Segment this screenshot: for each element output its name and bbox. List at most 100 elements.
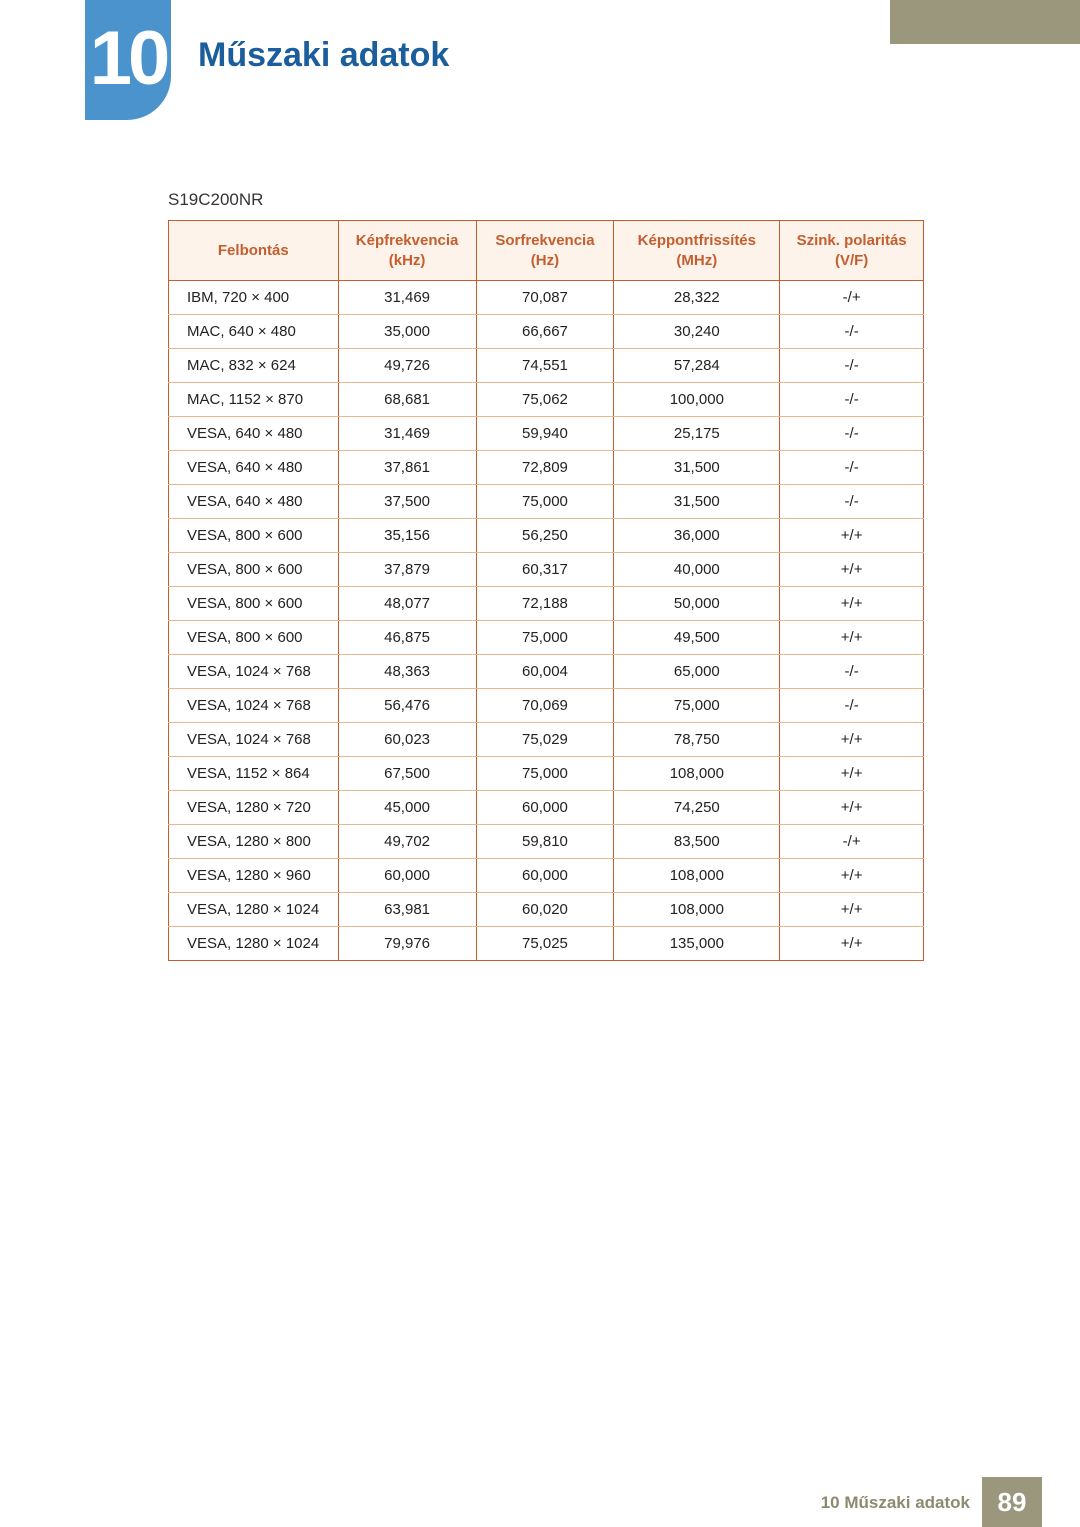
table-row: VESA, 1024 × 76860,02375,02978,750+/+ [169,722,924,756]
table-header-cell: Felbontás [169,221,339,281]
table-cell: 75,000 [476,484,614,518]
table-cell: 37,861 [338,450,476,484]
table-cell: 60,317 [476,552,614,586]
table-cell: 46,875 [338,620,476,654]
table-cell: VESA, 1024 × 768 [169,688,339,722]
spec-table: FelbontásKépfrekvencia(kHz)Sorfrekvencia… [168,220,924,961]
table-cell: 45,000 [338,790,476,824]
table-cell: 70,087 [476,280,614,314]
table-cell: 37,500 [338,484,476,518]
footer-text: 10 Műszaki adatok [821,1493,970,1513]
table-cell: +/+ [780,892,924,926]
table-row: VESA, 800 × 60035,15656,25036,000+/+ [169,518,924,552]
header-line1: Képfrekvencia [356,232,459,249]
table-cell: VESA, 640 × 480 [169,450,339,484]
table-cell: -/- [780,314,924,348]
table-cell: VESA, 800 × 600 [169,518,339,552]
table-row: VESA, 640 × 48037,86172,80931,500-/- [169,450,924,484]
table-row: IBM, 720 × 40031,46970,08728,322-/+ [169,280,924,314]
table-cell: 108,000 [614,756,780,790]
table-cell: 56,250 [476,518,614,552]
table-cell: -/+ [780,824,924,858]
table-cell: 35,000 [338,314,476,348]
header-line2: (MHz) [676,252,717,269]
chapter-title: Műszaki adatok [198,36,449,75]
table-header-cell: Képpontfrissítés (MHz) [614,221,780,281]
table-cell: 36,000 [614,518,780,552]
table-cell: 108,000 [614,892,780,926]
table-cell: 75,025 [476,926,614,960]
table-cell: 49,726 [338,348,476,382]
table-cell: MAC, 832 × 624 [169,348,339,382]
table-header-cell: Szink. polaritás(V/F) [780,221,924,281]
table-cell: +/+ [780,518,924,552]
table-cell: VESA, 1280 × 960 [169,858,339,892]
table-cell: 68,681 [338,382,476,416]
table-cell: VESA, 1024 × 768 [169,654,339,688]
table-header-cell: Képfrekvencia(kHz) [338,221,476,281]
table-cell: 60,000 [338,858,476,892]
table-cell: -/- [780,382,924,416]
header-line1: Sorfrekvencia [495,232,594,249]
table-cell: 60,000 [476,858,614,892]
table-row: VESA, 800 × 60048,07772,18850,000+/+ [169,586,924,620]
table-cell: -/- [780,416,924,450]
table-cell: 75,029 [476,722,614,756]
table-cell: +/+ [780,926,924,960]
table-cell: 79,976 [338,926,476,960]
model-code: S19C200NR [168,190,263,210]
table-cell: 35,156 [338,518,476,552]
table-row: VESA, 1024 × 76856,47670,06975,000-/- [169,688,924,722]
table-cell: -/- [780,348,924,382]
table-cell: 60,023 [338,722,476,756]
table-cell: 60,000 [476,790,614,824]
table-row: VESA, 1280 × 102479,97675,025135,000+/+ [169,926,924,960]
table-cell: +/+ [780,552,924,586]
table-cell: 75,000 [614,688,780,722]
table-cell: 25,175 [614,416,780,450]
table-cell: +/+ [780,620,924,654]
table-cell: VESA, 1280 × 720 [169,790,339,824]
table-cell: 135,000 [614,926,780,960]
table-cell: 48,077 [338,586,476,620]
table-cell: 65,000 [614,654,780,688]
table-cell: 28,322 [614,280,780,314]
table-row: VESA, 1152 × 86467,50075,000108,000+/+ [169,756,924,790]
table-cell: 75,000 [476,620,614,654]
table-row: VESA, 1024 × 76848,36360,00465,000-/- [169,654,924,688]
table-cell: 30,240 [614,314,780,348]
table-cell: 72,188 [476,586,614,620]
table-cell: VESA, 640 × 480 [169,484,339,518]
header-line1: Képpontfrissítés [638,232,756,249]
table-cell: 72,809 [476,450,614,484]
header-line2: (Hz) [531,252,559,269]
table-cell: VESA, 800 × 600 [169,620,339,654]
table-cell: 31,469 [338,416,476,450]
table-cell: 31,469 [338,280,476,314]
table-cell: 56,476 [338,688,476,722]
page-number: 89 [982,1477,1042,1527]
table-cell: 66,667 [476,314,614,348]
table-cell: 57,284 [614,348,780,382]
table-cell: VESA, 800 × 600 [169,552,339,586]
table-row: VESA, 1280 × 102463,98160,020108,000+/+ [169,892,924,926]
table-cell: 70,069 [476,688,614,722]
table-cell: +/+ [780,722,924,756]
table-cell: -/- [780,654,924,688]
table-cell: VESA, 640 × 480 [169,416,339,450]
table-cell: 59,940 [476,416,614,450]
table-cell: 48,363 [338,654,476,688]
table-row: VESA, 640 × 48037,50075,00031,500-/- [169,484,924,518]
table-row: MAC, 1152 × 87068,68175,062100,000-/- [169,382,924,416]
table-cell: -/- [780,688,924,722]
table-header-cell: Sorfrekvencia (Hz) [476,221,614,281]
table-cell: +/+ [780,756,924,790]
table-cell: 49,702 [338,824,476,858]
top-band-decoration [890,0,1080,44]
table-cell: -/- [780,484,924,518]
table-cell: -/+ [780,280,924,314]
table-cell: 67,500 [338,756,476,790]
table-header: FelbontásKépfrekvencia(kHz)Sorfrekvencia… [169,221,924,281]
table-cell: 100,000 [614,382,780,416]
table-cell: VESA, 1152 × 864 [169,756,339,790]
